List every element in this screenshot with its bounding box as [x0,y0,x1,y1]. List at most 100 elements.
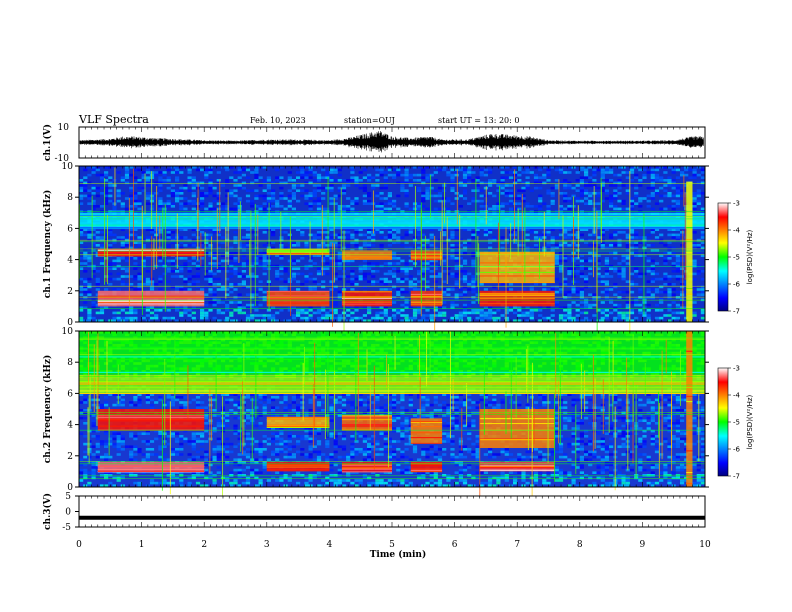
spectrogram-ch1-noise-cell [216,246,221,250]
spectrogram-ch1-noise-cell [417,280,422,283]
spectrogram-ch1-noise-cell [521,194,526,198]
spectrogram-ch1-noise-cell [392,272,397,276]
spectrogram-ch1-noise-cell [350,236,355,239]
spectrogram-ch1-noise-cell [308,176,313,179]
spectrogram-ch1-noise-cell [316,319,322,322]
spectrogram-ch1-noise-cell [525,249,530,252]
spectrogram-ch1-noise-cell [116,277,121,281]
spectrogram-ch1-noise-cell [558,306,564,309]
spectrogram-ch1-noise-cell [195,168,201,172]
spectrogram-ch1-noise-cell [145,171,150,174]
spectrogram-ch1-noise-cell [671,199,676,203]
spectrogram-ch1-noise-cell [254,228,259,231]
spectrogram-ch2-noise-cell [129,474,134,477]
spectrogram-ch1-noise-cell [417,189,422,192]
spectrogram-ch1-noise-cell [650,259,655,263]
spectrogram-ch1-noise-cell [145,202,150,205]
spectrogram-ch2-noise-cell [91,463,96,467]
spectrogram-ch1-noise-cell [129,311,134,315]
spectrogram-ch2-noise-cell [104,403,109,407]
spectrogram-ch1-noise-cell [613,257,618,260]
spectrogram-ch1-noise-cell [454,285,459,289]
spectrogram-ch1-noise-cell [241,311,246,315]
spectrogram-ch2-noise-cell [116,435,121,438]
spectrogram-ch1-noise-cell [133,277,138,281]
spectrogram-ch1-noise-cell [692,285,697,289]
spectrogram-ch1-noise-cell [245,241,251,244]
spectrogram-ch1-noise-cell [258,285,263,289]
spectrogram-ch1-noise-cell [166,186,171,190]
spectrogram-ch1-noise-cell [567,290,572,294]
spectrogram-ch1-noise-cell [408,184,413,187]
spectrogram-ch1-spike [238,209,240,264]
spectrogram-ch1-noise-cell [667,309,672,312]
spectrogram-ch1-noise-cell [321,280,326,283]
spectrogram-ch1-noise-cell [329,257,334,260]
spectrogram-ch1-spike [216,208,218,269]
spectrogram-ch1-noise-cell [166,267,171,270]
spectrogram-ch1-noise-cell [609,194,614,198]
spectrogram-ch1-noise-cell [517,207,522,211]
spectrogram-ch1-noise-cell [604,283,609,286]
spectrogram-ch1-noise-cell [158,205,163,208]
spectrogram-ch1-noise-cell [346,309,351,312]
spectrogram-ch1-noise-cell [584,303,589,307]
spectrogram-ch1-noise-cell [584,176,589,179]
spectrogram-ch1-noise-cell [175,288,180,291]
spectrogram-ch1-noise-cell [396,236,401,239]
spectrogram-ch1-noise-cell [592,303,597,307]
spectrogram-ch1-noise-cell [179,202,184,205]
spectrogram-ch1-noise-cell [91,168,96,172]
spectrogram-ch1-narrowband-line [79,218,705,220]
spectrogram-ch1-noise-cell [634,254,639,257]
spectrogram-ch1-noise-cell [667,277,672,281]
spectrogram-ch1-noise-cell [421,267,426,270]
spectrogram-ch1-noise-cell [396,277,401,281]
spectrogram-ch1-noise-cell [220,241,226,244]
spectrogram-ch2-noise-cell [154,429,159,433]
spectrogram-ch1-noise-cell [667,251,672,255]
spectrogram-ch2-noise-cell [175,440,180,443]
spectrogram-ch1-noise-cell [166,259,171,263]
spectrogram-ch1-spike [485,186,487,225]
spectrogram-ch2-noise-cell [108,442,113,446]
spectrogram-ch1-noise-cell [304,309,309,312]
spectrogram-ch1-noise-cell [659,194,664,198]
spectrogram-ch1-noise-cell [634,176,639,179]
spectrogram-ch1-noise-cell [525,184,530,187]
spectrogram-ch1-noise-cell [446,197,451,200]
spectrogram-ch1-noise-cell [212,199,217,203]
spectrogram-ch1-noise-cell [462,251,468,255]
spectrogram-ch1-noise-cell [350,176,355,179]
spectrogram-ch1-noise-cell [296,244,301,247]
spectrogram-ch2-noise-cell [200,406,205,409]
spectrogram-ch1-noise-cell [108,277,113,281]
spectrogram-ch1-noise-cell [304,280,309,283]
spectrogram-ch1-noise-cell [604,280,609,283]
spectrogram-ch1-noise-cell [621,272,626,276]
spectrogram-ch1-noise-cell [450,179,455,182]
spectrogram-ch1-band-streak [79,228,705,230]
spectrogram-ch1-noise-cell [696,272,701,276]
spectrogram-ch1-noise-cell [191,166,196,169]
spectrogram-ch1-noise-cell [579,199,584,203]
spectrogram-ch1-noise-cell [496,309,501,312]
spectrogram-ch1-noise-cell [442,293,447,296]
spectrogram-ch1-noise-cell [124,275,130,278]
spectrogram-ch1-noise-cell [458,205,463,208]
spectrogram-ch1-noise-cell [680,192,685,195]
spectrogram-ch1-noise-cell [421,181,426,185]
spectrogram-ch1-noise-cell [671,207,676,211]
spectrogram-ch1-noise-cell [617,303,622,307]
spectrogram-ch1-noise-cell [609,236,614,239]
spectrogram-ch1-noise-cell [262,194,267,198]
spectrogram-ch2-noise-cell [91,422,96,425]
spectrogram-ch2-noise-cell [133,396,138,399]
spectrogram-ch1-noise-cell [417,288,422,291]
spectrogram-ch2-noise-cell [141,453,146,456]
spectrogram-ch1-noise-cell [212,251,217,255]
spectrogram-ch1-noise-cell [412,283,418,286]
spectrogram-ch1-noise-cell [229,254,234,257]
spectrogram-ch1-noise-cell [525,233,530,237]
spectrogram-ch1-noise-cell [692,202,697,205]
